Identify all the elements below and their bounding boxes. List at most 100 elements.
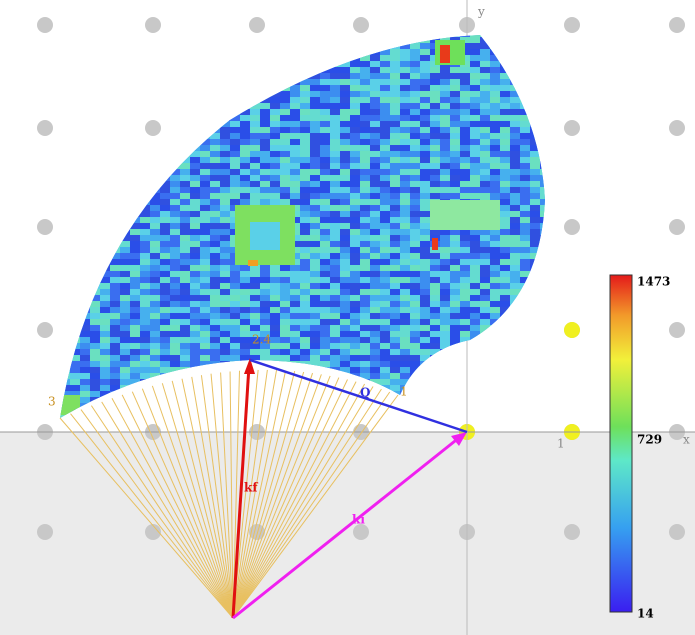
map-pixel — [50, 103, 60, 109]
map-pixel — [90, 37, 100, 43]
map-pixel — [380, 61, 390, 67]
map-pixel — [60, 229, 70, 235]
map-pixel — [60, 265, 70, 271]
map-pixel — [310, 31, 320, 37]
map-pixel — [370, 259, 380, 265]
map-pixel — [430, 91, 440, 97]
map-pixel — [230, 337, 240, 343]
map-pixel — [330, 319, 340, 325]
map-pixel — [390, 217, 400, 223]
map-pixel — [120, 229, 130, 235]
map-pixel — [290, 307, 300, 313]
map-pixel — [160, 289, 170, 295]
map-pixel — [400, 97, 410, 103]
map-pixel — [330, 337, 340, 343]
map-pixel — [90, 115, 100, 121]
map-pixel — [70, 49, 80, 55]
map-pixel — [230, 157, 240, 163]
map-pixel — [320, 97, 330, 103]
map-pixel — [360, 55, 370, 61]
map-pixel — [180, 109, 190, 115]
map-pixel — [500, 343, 510, 349]
map-pixel — [150, 37, 160, 43]
map-pixel — [390, 145, 400, 151]
map-pixel — [380, 43, 390, 49]
map-pixel — [490, 79, 500, 85]
map-pixel — [320, 295, 330, 301]
map-pixel — [470, 307, 480, 313]
map-pixel — [50, 97, 60, 103]
map-pixel — [120, 349, 130, 355]
map-pixel — [440, 367, 450, 373]
map-pixel — [40, 157, 50, 163]
map-pixel — [160, 49, 170, 55]
map-pixel — [540, 403, 550, 409]
map-pixel — [520, 181, 530, 187]
map-pixel — [490, 25, 500, 31]
map-pixel — [240, 277, 250, 283]
map-pixel — [40, 367, 50, 373]
map-pixel — [110, 301, 120, 307]
map-pixel — [450, 367, 460, 373]
map-pixel — [350, 319, 360, 325]
map-pixel — [340, 181, 350, 187]
map-pixel — [190, 133, 200, 139]
map-pixel — [220, 421, 230, 427]
map-pixel — [310, 151, 320, 157]
map-pixel — [240, 175, 250, 181]
map-pixel — [290, 79, 300, 85]
map-pixel — [60, 355, 70, 361]
map-pixel — [450, 187, 460, 193]
map-pixel — [100, 355, 110, 361]
map-pixel — [100, 301, 110, 307]
map-pixel — [300, 151, 310, 157]
map-pixel — [240, 49, 250, 55]
map-pixel — [470, 301, 480, 307]
map-pixel — [110, 361, 120, 367]
map-pixel — [80, 127, 90, 133]
map-pixel — [320, 61, 330, 67]
map-pixel — [400, 139, 410, 145]
map-pixel — [530, 199, 540, 205]
map-pixel — [550, 235, 560, 241]
map-pixel — [340, 313, 350, 319]
map-pixel — [40, 235, 50, 241]
map-pixel — [230, 61, 240, 67]
map-pixel — [310, 109, 320, 115]
map-pixel — [380, 289, 390, 295]
map-pixel — [260, 193, 270, 199]
map-pixel — [120, 205, 130, 211]
map-pixel — [50, 211, 60, 217]
map-pixel — [470, 193, 480, 199]
map-pixel — [270, 139, 280, 145]
map-pixel — [270, 409, 280, 415]
map-pixel — [340, 73, 350, 79]
map-pixel — [380, 367, 390, 373]
map-pixel — [300, 115, 310, 121]
map-pixel — [400, 133, 410, 139]
map-pixel — [390, 265, 400, 271]
map-pixel — [340, 277, 350, 283]
map-pixel — [230, 181, 240, 187]
map-pixel — [70, 145, 80, 151]
map-pixel — [520, 67, 530, 73]
map-pixel — [40, 43, 50, 49]
map-pixel — [250, 181, 260, 187]
map-pixel — [310, 253, 320, 259]
map-pixel — [520, 235, 530, 241]
map-pixel — [110, 187, 120, 193]
map-pixel — [520, 73, 530, 79]
map-pixel — [270, 319, 280, 325]
map-pixel — [90, 67, 100, 73]
map-pixel — [340, 193, 350, 199]
map-pixel — [110, 61, 120, 67]
map-pixel — [480, 307, 490, 313]
map-pixel — [240, 301, 250, 307]
map-pixel — [540, 55, 550, 61]
map-pixel — [440, 25, 450, 31]
map-pixel — [310, 139, 320, 145]
map-pixel — [290, 319, 300, 325]
map-pixel — [190, 145, 200, 151]
map-pixel — [210, 169, 220, 175]
map-pixel — [280, 67, 290, 73]
